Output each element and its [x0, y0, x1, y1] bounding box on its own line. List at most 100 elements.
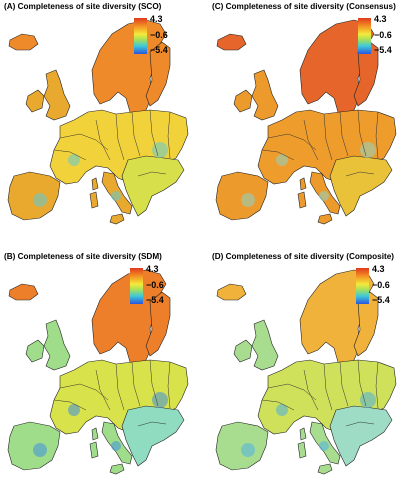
sicily-shape: [109, 213, 125, 225]
country-border: [149, 109, 159, 157]
finland-shape: [353, 291, 379, 357]
ireland-shape: [233, 339, 253, 363]
corsica-shape: [91, 177, 99, 191]
country-border: [375, 361, 379, 409]
legend-mid-label: −0.6: [374, 30, 392, 40]
value-patch: [241, 443, 255, 457]
legend-min-label: −5.4: [372, 295, 390, 305]
iceland-shape: [216, 33, 247, 51]
country-border: [303, 369, 319, 411]
country-border: [167, 111, 171, 159]
map-panel-a: (A) Completeness of site diversity (SCO)…: [0, 0, 207, 250]
finland-shape: [145, 41, 171, 107]
country-border: [53, 399, 87, 411]
country-border: [115, 113, 125, 161]
value-patch: [68, 404, 80, 416]
value-patch: [360, 392, 376, 408]
country-border: [357, 109, 367, 157]
country-border: [303, 119, 319, 161]
sicily-shape: [109, 463, 125, 475]
country-border: [131, 111, 141, 157]
value-patch: [33, 443, 47, 457]
balkans-shape: [121, 155, 185, 217]
iberia-shape: [215, 171, 269, 221]
ireland-shape: [233, 89, 253, 113]
country-border: [375, 111, 379, 159]
ireland-shape: [25, 339, 45, 363]
legend-max-label: 4.3: [374, 14, 387, 24]
iberia-shape: [215, 421, 269, 471]
sardinia-shape: [297, 191, 307, 209]
iberia-shape: [7, 171, 61, 221]
britain-shape: [251, 319, 279, 371]
britain-shape: [251, 69, 279, 121]
country-border: [95, 369, 111, 411]
balkans-shape: [329, 155, 393, 217]
country-border: [95, 119, 111, 161]
country-border: [137, 171, 167, 177]
britain-shape: [43, 69, 71, 121]
value-patch: [360, 142, 376, 158]
value-patch: [276, 154, 288, 166]
europe-map-b: [7, 269, 189, 475]
country-border: [115, 363, 125, 411]
country-border: [59, 383, 109, 401]
balkans-shape: [329, 405, 393, 467]
panel-title-c: (C) Completeness of site diversity (Cons…: [212, 2, 396, 11]
sardinia-shape: [89, 191, 99, 209]
color-scale-bar: [356, 268, 369, 304]
country-border: [345, 171, 375, 177]
legend-min-label: −5.4: [146, 295, 164, 305]
legend-max-label: 4.3: [150, 14, 163, 24]
ireland-shape: [25, 89, 45, 113]
map-panel-d: (D) Completeness of site diversity (Comp…: [208, 250, 415, 500]
country-border: [323, 113, 333, 161]
value-patch: [152, 392, 168, 408]
panel-title-b: (B) Completeness of site diversity (SDM): [4, 252, 162, 261]
value-patch: [276, 404, 288, 416]
sardinia-shape: [89, 441, 99, 459]
country-border: [131, 361, 141, 407]
corsica-shape: [299, 177, 307, 191]
map-panel-b: (B) Completeness of site diversity (SDM)…: [0, 250, 207, 500]
color-scale-bar: [358, 18, 371, 54]
country-border: [357, 359, 367, 407]
legend-max-label: 4.3: [372, 264, 385, 274]
country-border: [149, 359, 159, 407]
value-patch: [111, 191, 121, 201]
iceland-shape: [216, 283, 247, 301]
panel-title-d: (D) Completeness of site diversity (Comp…: [212, 252, 394, 261]
panel-title-a: (A) Completeness of site diversity (SCO): [4, 2, 162, 11]
value-patch: [111, 441, 121, 451]
legend-min-label: −5.4: [374, 45, 392, 55]
value-patch: [319, 191, 329, 201]
country-border: [339, 361, 349, 407]
color-scale-bar: [130, 268, 143, 304]
europe-map-a: [7, 19, 189, 225]
iberia-shape: [7, 421, 61, 471]
country-border: [59, 133, 109, 151]
finland-shape: [353, 41, 379, 107]
value-patch: [68, 154, 80, 166]
country-border: [167, 361, 171, 409]
value-patch: [152, 142, 168, 158]
country-border: [267, 133, 317, 151]
value-patch: [241, 193, 255, 207]
country-border: [267, 383, 317, 401]
color-scale-bar: [134, 18, 147, 54]
value-patch: [33, 193, 47, 207]
legend-min-label: −5.4: [150, 45, 168, 55]
country-border: [345, 421, 375, 427]
country-border: [323, 363, 333, 411]
britain-shape: [43, 319, 71, 371]
country-border: [339, 111, 349, 157]
country-border: [137, 421, 167, 427]
value-patch: [319, 441, 329, 451]
legend-mid-label: −0.6: [150, 30, 168, 40]
legend-max-label: 4.3: [146, 264, 159, 274]
sicily-shape: [317, 463, 333, 475]
iceland-shape: [8, 33, 39, 51]
map-panel-c: (C) Completeness of site diversity (Cons…: [208, 0, 415, 250]
balkans-shape: [121, 405, 185, 467]
iceland-shape: [8, 283, 39, 301]
